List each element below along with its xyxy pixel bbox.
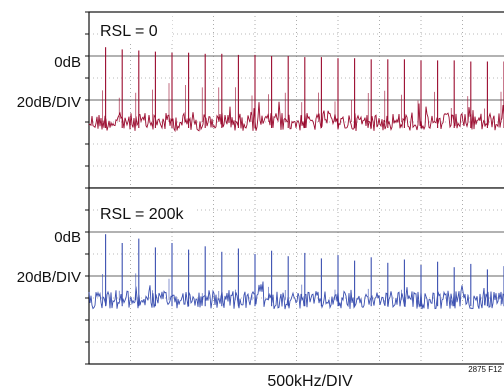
spectrum-panel-rsl-200k: RSL = 200k 0dB 20dB/DIV [17,187,504,365]
y-scale-label: 20dB/DIV [17,269,81,286]
noise-floor-trace [88,281,504,310]
y-scale-label: 20dB/DIV [17,94,81,111]
spectrum-panel-rsl-0: RSL = 0 0dB 20dB/DIV [17,11,504,189]
figure-id: 2875 F12 [468,365,502,374]
y-reference-label: 0dB [54,54,81,71]
x-axis-label: 500kHz/DIV [267,373,353,390]
panel-label: RSL = 200k [100,206,184,223]
y-reference-label: 0dB [54,229,81,246]
panel-label: RSL = 0 [100,23,158,40]
